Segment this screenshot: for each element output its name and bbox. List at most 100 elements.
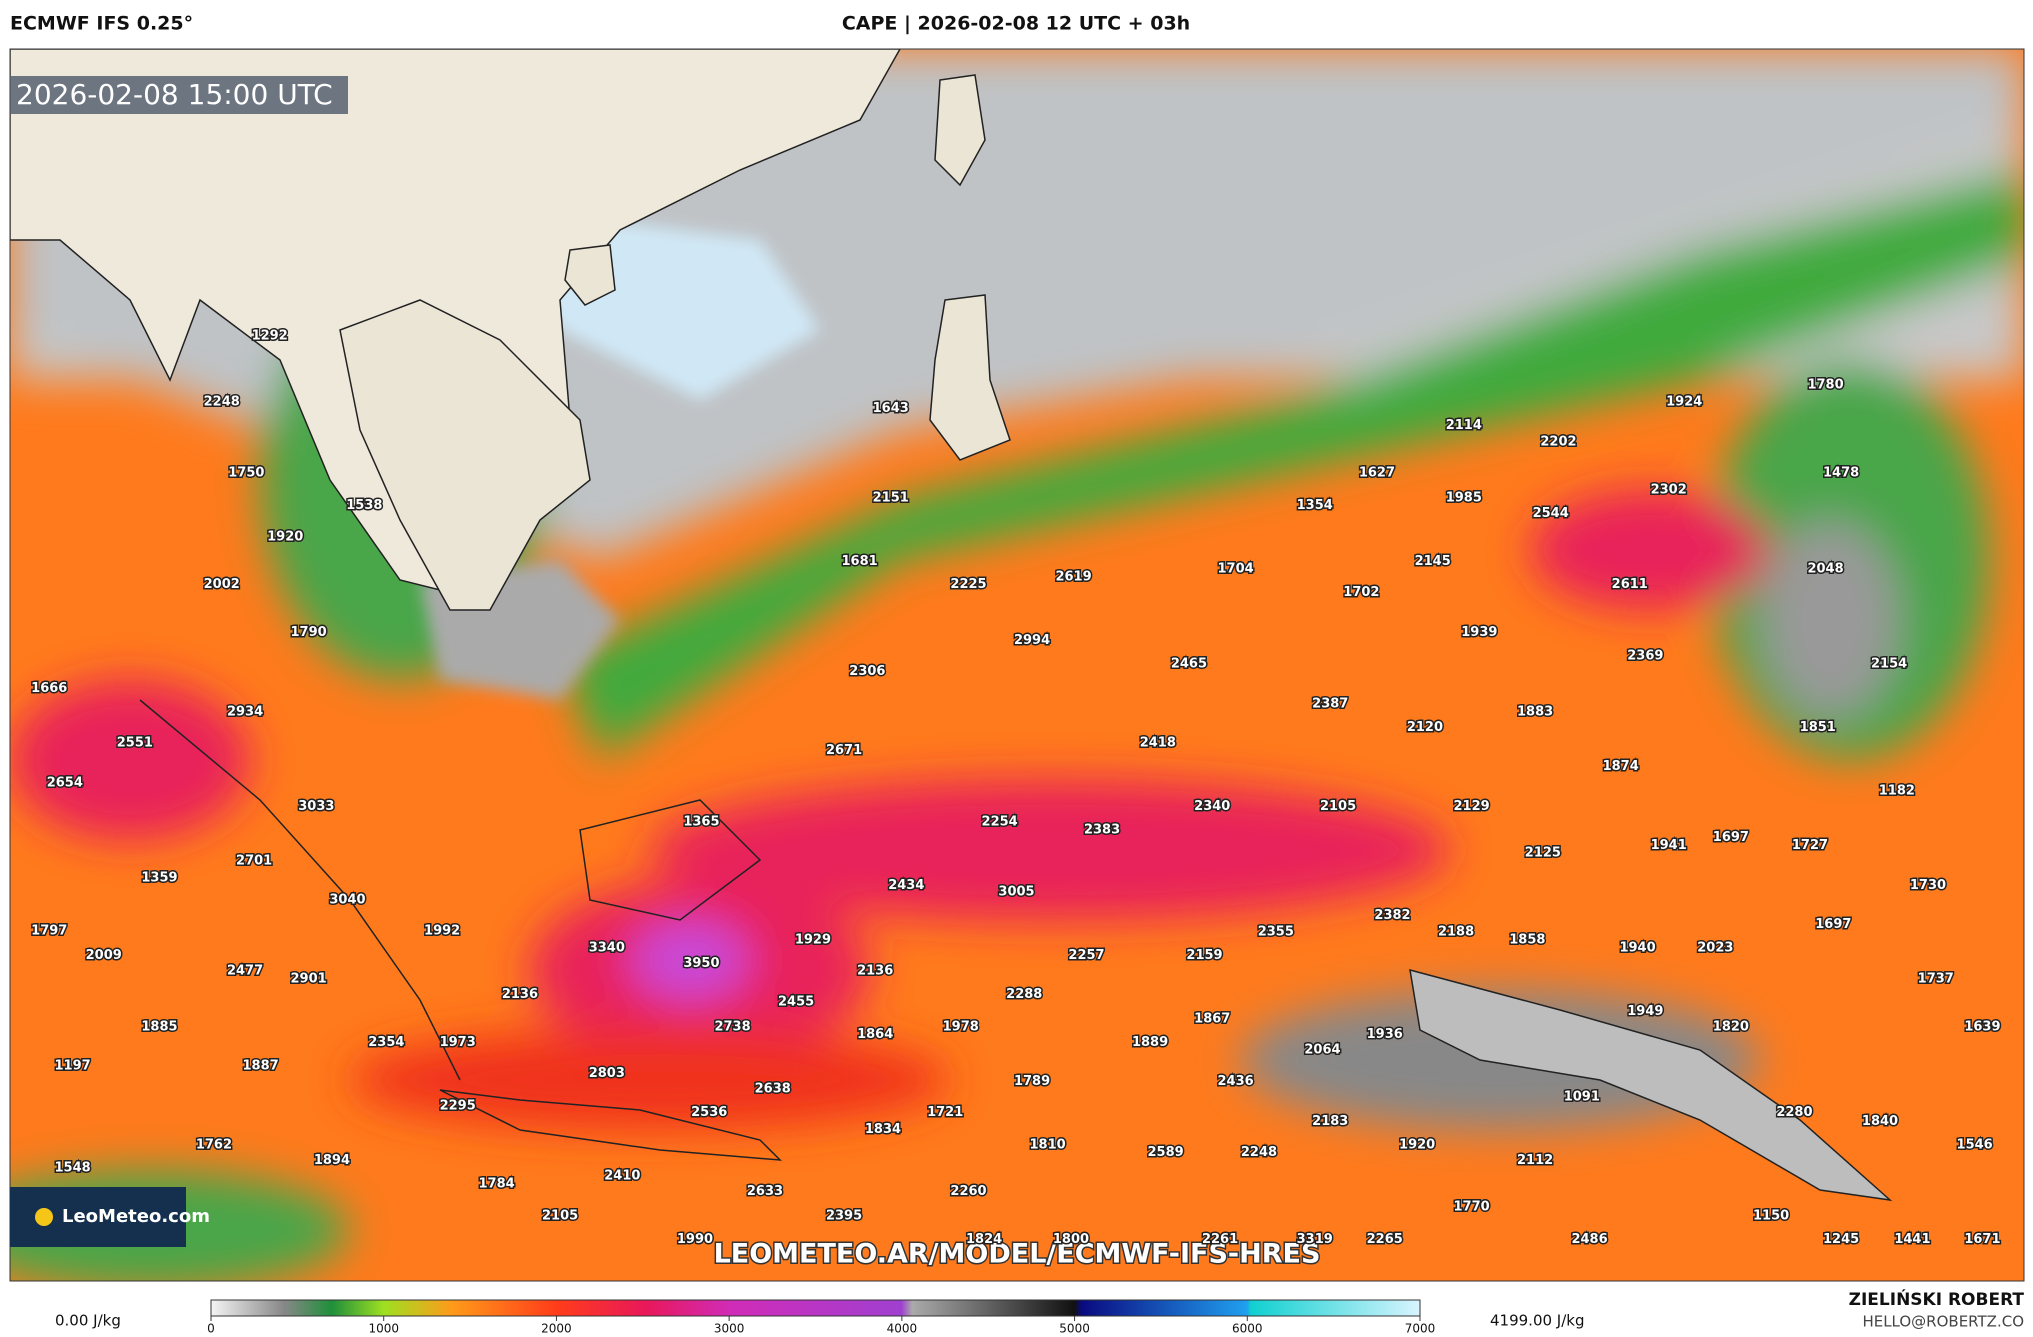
point-value: 2382 (1374, 908, 1410, 923)
point-value: 1697 (1713, 830, 1749, 845)
point-value: 1721 (927, 1105, 963, 1120)
point-value: 3040 (329, 892, 365, 907)
point-value: 2136 (502, 987, 538, 1002)
map-field (10, 49, 2024, 1281)
point-value: 2280 (1776, 1105, 1812, 1120)
point-value: 1245 (1823, 1232, 1859, 1247)
point-value: 1354 (1297, 498, 1333, 513)
point-value: 1359 (141, 870, 177, 885)
point-value: 1973 (440, 1035, 476, 1050)
point-value: 1666 (31, 681, 67, 696)
point-value: 1992 (424, 923, 460, 938)
point-value: 1182 (1879, 783, 1915, 798)
point-value: 1941 (1651, 838, 1687, 853)
point-value: 1548 (55, 1161, 91, 1176)
point-value: 1940 (1619, 940, 1655, 955)
point-value: 3340 (589, 940, 625, 955)
point-value: 1920 (1399, 1137, 1435, 1152)
point-value: 2383 (1084, 822, 1120, 837)
point-value: 2151 (873, 490, 909, 505)
point-value: 1887 (243, 1058, 279, 1073)
point-value: 1797 (31, 923, 67, 938)
point-value: 2418 (1140, 735, 1176, 750)
point-value: 3950 (683, 956, 719, 971)
colorbar-tick-label: 7000 (1405, 1322, 1436, 1336)
point-value: 2048 (1807, 562, 1843, 577)
colorbar-tick-label: 0 (207, 1322, 215, 1336)
point-value: 2395 (826, 1209, 862, 1224)
point-value: 2009 (86, 948, 122, 963)
point-value: 2901 (290, 971, 326, 986)
point-value: 1790 (290, 625, 326, 640)
point-value: 2002 (204, 577, 240, 592)
point-value: 2465 (1171, 656, 1207, 671)
point-value: 1800 (1053, 1232, 1089, 1247)
colorbar-tick-label: 1000 (368, 1322, 399, 1336)
point-value: 2355 (1258, 925, 1294, 940)
author: ZIELIŃSKI ROBERT (1849, 1288, 2025, 1310)
point-value: 1538 (346, 498, 382, 513)
point-value: 2145 (1415, 554, 1451, 569)
point-value: 2455 (778, 995, 814, 1010)
point-value: 1978 (943, 1019, 979, 1034)
point-value: 2654 (47, 776, 83, 791)
map-title: CAPE | 2026-02-08 12 UTC + 03h (842, 13, 1190, 35)
point-value: 1737 (1918, 971, 1954, 986)
point-value: 1292 (252, 328, 288, 343)
colorbar-tick-label: 3000 (714, 1322, 745, 1336)
point-value: 2436 (1218, 1074, 1254, 1089)
point-value: 2354 (368, 1035, 404, 1050)
point-value: 2260 (950, 1184, 986, 1199)
colorbar-tick-label: 6000 (1232, 1322, 1263, 1336)
point-value: 2536 (691, 1105, 727, 1120)
point-value: 1704 (1218, 562, 1254, 577)
point-value: 1894 (314, 1153, 350, 1168)
point-value: 3005 (998, 885, 1034, 900)
point-value: 2261 (1202, 1232, 1238, 1247)
point-value: 2183 (1312, 1114, 1348, 1129)
point-value: 2671 (826, 743, 862, 758)
point-values: 1292 2248 1750 1538 1920 2002 1790 1666 2934 2551… (30, 327, 2002, 1249)
point-value: 1858 (1509, 933, 1545, 948)
point-value: 2136 (857, 964, 893, 979)
point-value: 1924 (1666, 394, 1702, 409)
point-value: 2248 (204, 394, 240, 409)
point-value: 2306 (849, 664, 885, 679)
point-value: 1478 (1823, 466, 1859, 481)
point-value: 2387 (1312, 697, 1348, 712)
point-value: 1546 (1957, 1137, 1993, 1152)
point-value: 3033 (298, 799, 334, 814)
point-value: 1627 (1359, 466, 1395, 481)
point-value: 2225 (950, 577, 986, 592)
point-value: 1784 (478, 1176, 514, 1191)
point-value: 2288 (1006, 987, 1042, 1002)
point-value: 2120 (1407, 720, 1443, 735)
point-value: 2112 (1517, 1153, 1553, 1168)
colorbar-tick-label: 4000 (887, 1322, 918, 1336)
point-value: 1365 (683, 815, 719, 830)
point-value: 2633 (747, 1184, 783, 1199)
point-value: 2105 (542, 1209, 578, 1224)
legend-min: 0.00 J/kg (55, 1312, 121, 1330)
point-value: 1824 (966, 1232, 1002, 1247)
point-value: 1789 (1014, 1074, 1050, 1089)
map-frame (9, 48, 2025, 1282)
point-value: 1889 (1132, 1035, 1168, 1050)
point-value: 1885 (141, 1019, 177, 1034)
point-value: 1727 (1792, 838, 1828, 853)
point-value: 1864 (857, 1027, 893, 1042)
point-value: 2188 (1438, 925, 1474, 940)
point-value: 2105 (1320, 799, 1356, 814)
point-value: 2544 (1533, 506, 1569, 521)
colorbar-tick-label: 2000 (541, 1322, 572, 1336)
colorbar-ticks: 0 1000 2000 3000 4000 5000 6000 7000 (207, 1316, 1435, 1336)
point-value: 1091 (1564, 1089, 1600, 1104)
point-value: 1762 (196, 1137, 232, 1152)
point-value: 2254 (982, 815, 1018, 830)
point-value: 3319 (1297, 1232, 1333, 1247)
point-value: 2410 (604, 1168, 640, 1183)
point-value: 1939 (1461, 625, 1497, 640)
point-value: 2551 (117, 735, 153, 750)
point-value: 2701 (236, 853, 272, 868)
point-value: 2302 (1651, 483, 1687, 498)
